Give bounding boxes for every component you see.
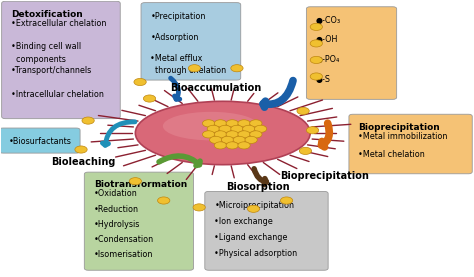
- Text: •Metal immobilization: •Metal immobilization: [358, 132, 448, 141]
- Circle shape: [310, 73, 322, 80]
- Circle shape: [193, 204, 205, 211]
- Circle shape: [306, 127, 319, 134]
- Text: Biotransformation: Biotransformation: [94, 180, 187, 189]
- Circle shape: [214, 131, 227, 138]
- Ellipse shape: [136, 101, 310, 165]
- Circle shape: [219, 125, 231, 132]
- Text: •Ligand exchange: •Ligand exchange: [214, 233, 288, 242]
- Text: Bioaccumulation: Bioaccumulation: [170, 83, 261, 93]
- Circle shape: [207, 125, 219, 132]
- Text: •Physical adsorption: •Physical adsorption: [214, 249, 297, 258]
- Circle shape: [238, 120, 250, 127]
- Circle shape: [202, 120, 215, 127]
- Circle shape: [129, 178, 142, 185]
- Text: Biosorption: Biosorption: [227, 182, 290, 192]
- Circle shape: [297, 107, 309, 114]
- Circle shape: [299, 147, 311, 155]
- Text: ●-OH: ●-OH: [316, 35, 338, 45]
- Circle shape: [214, 142, 227, 149]
- Text: •Binding cell wall: •Binding cell wall: [11, 42, 81, 51]
- Text: •Metal chelation: •Metal chelation: [358, 150, 425, 159]
- Circle shape: [281, 197, 293, 204]
- Text: •Ion exchange: •Ion exchange: [214, 217, 273, 226]
- Text: •Extracellular chelation: •Extracellular chelation: [11, 19, 107, 28]
- Text: •Isomerisation: •Isomerisation: [94, 250, 153, 259]
- Circle shape: [75, 146, 87, 153]
- Circle shape: [255, 125, 267, 132]
- Text: •Intracellular chelation: •Intracellular chelation: [11, 90, 104, 99]
- Circle shape: [202, 131, 215, 138]
- Circle shape: [247, 205, 260, 212]
- Text: Bioleaching: Bioleaching: [51, 157, 116, 167]
- FancyBboxPatch shape: [0, 128, 80, 153]
- Text: •Adsorption: •Adsorption: [150, 33, 199, 42]
- Circle shape: [231, 125, 243, 132]
- Text: •Precipitation: •Precipitation: [150, 12, 206, 21]
- FancyBboxPatch shape: [349, 114, 472, 174]
- Circle shape: [310, 23, 322, 30]
- Circle shape: [243, 125, 255, 132]
- Circle shape: [226, 131, 238, 138]
- Text: •Metal efflux: •Metal efflux: [150, 54, 203, 63]
- Ellipse shape: [163, 112, 259, 140]
- Text: •Microiprecipitation: •Microiprecipitation: [214, 201, 294, 209]
- Text: ●-PO₄: ●-PO₄: [316, 55, 340, 64]
- Circle shape: [250, 131, 262, 138]
- Circle shape: [238, 131, 250, 138]
- Text: •Reduction: •Reduction: [94, 205, 139, 214]
- Circle shape: [210, 136, 222, 143]
- Text: Bioprecipitation: Bioprecipitation: [280, 171, 369, 181]
- Text: through chelation: through chelation: [150, 66, 227, 75]
- FancyBboxPatch shape: [84, 172, 193, 270]
- Circle shape: [310, 56, 322, 63]
- Circle shape: [231, 65, 243, 72]
- Circle shape: [245, 136, 257, 143]
- Text: •Oxidation: •Oxidation: [94, 189, 137, 199]
- Circle shape: [226, 142, 238, 149]
- FancyBboxPatch shape: [141, 2, 241, 80]
- Text: •Hydrolysis: •Hydrolysis: [94, 220, 140, 229]
- FancyBboxPatch shape: [1, 1, 120, 119]
- Circle shape: [134, 78, 146, 86]
- Circle shape: [250, 120, 262, 127]
- Text: •Transport/channels: •Transport/channels: [11, 66, 92, 75]
- Text: components: components: [11, 55, 66, 65]
- Text: ●-CO₃: ●-CO₃: [316, 16, 341, 25]
- Circle shape: [82, 117, 94, 124]
- Text: •Biosurfactants: •Biosurfactants: [9, 137, 72, 146]
- Circle shape: [144, 95, 155, 102]
- FancyBboxPatch shape: [205, 191, 328, 270]
- Circle shape: [226, 120, 238, 127]
- Text: •Condensation: •Condensation: [94, 235, 154, 244]
- Text: Detoxification: Detoxification: [11, 9, 83, 19]
- Circle shape: [310, 40, 322, 47]
- Circle shape: [157, 197, 170, 204]
- Circle shape: [238, 142, 250, 149]
- Text: ●-S: ●-S: [316, 75, 331, 84]
- Circle shape: [188, 65, 201, 72]
- Circle shape: [221, 136, 234, 143]
- Circle shape: [214, 120, 227, 127]
- Text: Bioprecipitation: Bioprecipitation: [358, 122, 440, 132]
- FancyBboxPatch shape: [306, 7, 397, 99]
- Circle shape: [233, 136, 246, 143]
